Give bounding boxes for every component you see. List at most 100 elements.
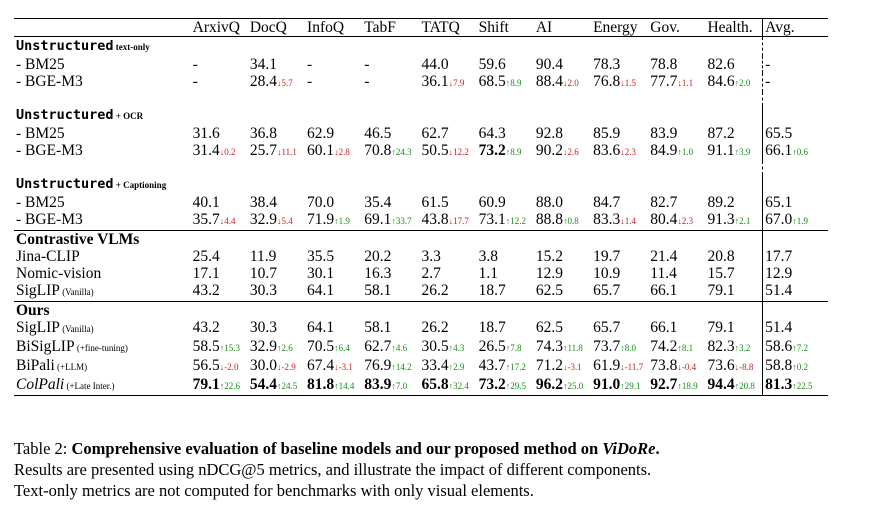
score-cell: 35.7↓4.4: [192, 211, 236, 228]
table-row: - BM25 40.1 38.4 70.0 35.4 61.5 60.9 88.0 84.7 82…: [14, 194, 828, 211]
delta-value: ↓4.4: [219, 216, 236, 226]
score-cell: 73.2↑29.5: [476, 376, 534, 396]
delta-value: ↓5.7: [276, 78, 293, 88]
score-cell: 65.8↑32.4: [419, 376, 477, 396]
score-cell: 88.0: [535, 194, 563, 211]
score-cell: 91.1↑3.9: [707, 142, 751, 159]
score-cell: 84.6↑2.0: [707, 73, 751, 90]
score-cell: 26.5↑7.8: [478, 338, 522, 355]
score-cell: 40.1: [192, 194, 220, 211]
score-cell: 50.5↓12.2: [421, 142, 469, 159]
score-cell: 58.6↑7.2: [762, 338, 828, 357]
delta-value: ↑7.8: [505, 343, 522, 353]
delta-value: ↑29.5: [505, 381, 527, 391]
delta-value: ↑0.6: [792, 147, 809, 157]
score-cell: 66.1: [650, 319, 678, 336]
score-cell: 65.7: [593, 282, 621, 299]
score-cell: 62.7: [421, 125, 449, 142]
score-cell: 73.2↑8.9: [478, 142, 522, 159]
caption-bold-text: Comprehensive evaluation of baseline mod…: [71, 439, 599, 458]
score-cell: 62.5: [535, 319, 563, 336]
delta-value: ↑32.4: [448, 381, 469, 391]
table-row: - BM25 - 34.1 - - 44.0 59.6 90.4 78.3 78.8 82.6 -: [14, 56, 828, 73]
delta-value: ↓17.7: [448, 216, 469, 226]
delta-value: ↑14.2: [391, 362, 412, 372]
score-cell: 43.2: [192, 319, 220, 336]
score-cell: 82.7: [650, 194, 678, 211]
score-cell: 15.7: [707, 265, 735, 282]
model-name: Jina-CLIP: [16, 248, 80, 265]
score-cell: 3.8: [478, 248, 499, 265]
score-cell: 59.6: [478, 56, 506, 73]
score-cell: 85.9: [593, 125, 621, 142]
delta-value: ↑15.3: [219, 343, 241, 353]
score-cell: 96.2↑25.0: [533, 376, 592, 396]
score-cell: 58.1: [364, 282, 392, 299]
score-cell: 64.1: [307, 282, 335, 299]
score-cell: 30.3: [249, 282, 277, 299]
delta-value: ↓-3.1: [334, 362, 353, 372]
model-tag: (+Late Inter.): [64, 381, 115, 391]
score-cell: 62.7↑4.6: [364, 338, 408, 355]
delta-value: ↑3.9: [734, 147, 751, 157]
score-cell: 70.5↑6.4: [307, 338, 350, 355]
score-cell: 88.4↓2.0: [535, 73, 579, 90]
score-cell: 82.3↑3.2: [707, 338, 751, 355]
delta-value: ↓-2.0: [219, 362, 239, 372]
score-cell: 51.4: [762, 282, 828, 302]
delta-value: ↑17.2: [505, 362, 527, 372]
table-row: BiSigLIP (+fine-tuning) 58.5↑15.3 32.9↑2.6…: [14, 338, 828, 357]
column-header: TATQ: [419, 18, 477, 37]
delta-value: ↑7.0: [391, 381, 408, 391]
model-name: Nomic-vision: [16, 265, 102, 282]
score-cell: 84.7: [593, 194, 621, 211]
delta-value: ↓2.0: [562, 78, 579, 88]
column-header: Energy: [591, 18, 649, 37]
score-cell: 60.1↓2.8: [307, 142, 350, 159]
score-cell: 70.0: [307, 194, 335, 211]
delta-value: ↑0.2: [792, 362, 809, 372]
score-cell: -: [762, 56, 828, 73]
score-cell: -: [364, 56, 370, 73]
score-cell: 77.7↓1.1: [650, 73, 694, 90]
delta-value: ↓12.2: [448, 147, 469, 157]
delta-value: ↑8.9: [505, 147, 522, 157]
score-cell: 11.4: [650, 265, 677, 282]
score-cell: 83.9↑7.0: [362, 376, 420, 396]
score-cell: 81.8↑14.4: [305, 376, 363, 396]
score-cell: 12.9: [535, 265, 563, 282]
delta-value: ↓-3.1: [562, 362, 582, 372]
delta-value: ↑22.5: [792, 381, 813, 391]
delta-value: ↓11.1: [276, 147, 297, 157]
score-cell: 30.0↓-2.9: [249, 357, 296, 374]
table-row: SigLIP (Vanilla) 43.2 30.3 64.1 58.1 26.2 18.7…: [14, 282, 828, 302]
delta-value: ↑6.4: [334, 343, 350, 353]
score-cell: 10.9: [593, 265, 621, 282]
score-cell: 18.7: [478, 282, 506, 299]
score-cell: -: [192, 73, 198, 90]
delta-value: ↑1.0: [677, 147, 694, 157]
score-cell: 83.3↓1.4: [593, 211, 636, 228]
model-name: BiPali (+LLM): [16, 357, 88, 374]
group-header-row: Contrastive VLMs: [14, 230, 828, 248]
score-cell: 78.8: [650, 56, 678, 73]
score-cell: 30.5↑4.3: [421, 338, 465, 355]
score-cell: 65.1: [762, 194, 828, 211]
score-cell: 73.6↓-8.8: [707, 357, 754, 374]
score-cell: 35.5: [307, 248, 335, 265]
score-cell: 18.7: [478, 319, 506, 336]
column-header: Gov.: [648, 18, 706, 37]
score-cell: 36.1↓7.9: [421, 73, 465, 90]
score-cell: 34.1: [249, 56, 277, 73]
score-cell: 74.3↑11.8: [535, 338, 583, 355]
group-header-row: Unstructured + Captioning: [14, 175, 828, 194]
group-header-row: Unstructured + OCR: [14, 106, 828, 125]
caption-line-2: Results are presented using nDCG@5 metri…: [14, 460, 652, 479]
score-cell: 62.9: [307, 125, 335, 142]
delta-value: ↑18.9: [677, 381, 698, 391]
score-cell: 64.3: [478, 125, 506, 142]
delta-value: ↓-2.9: [276, 362, 296, 372]
header-model-cell: [14, 18, 191, 37]
table-row: - BGE-M3 31.4↓0.2 25.7↓11.1 60.1↓2.8 70.8↑24…: [14, 142, 828, 161]
model-name: - BGE-M3: [16, 211, 83, 228]
